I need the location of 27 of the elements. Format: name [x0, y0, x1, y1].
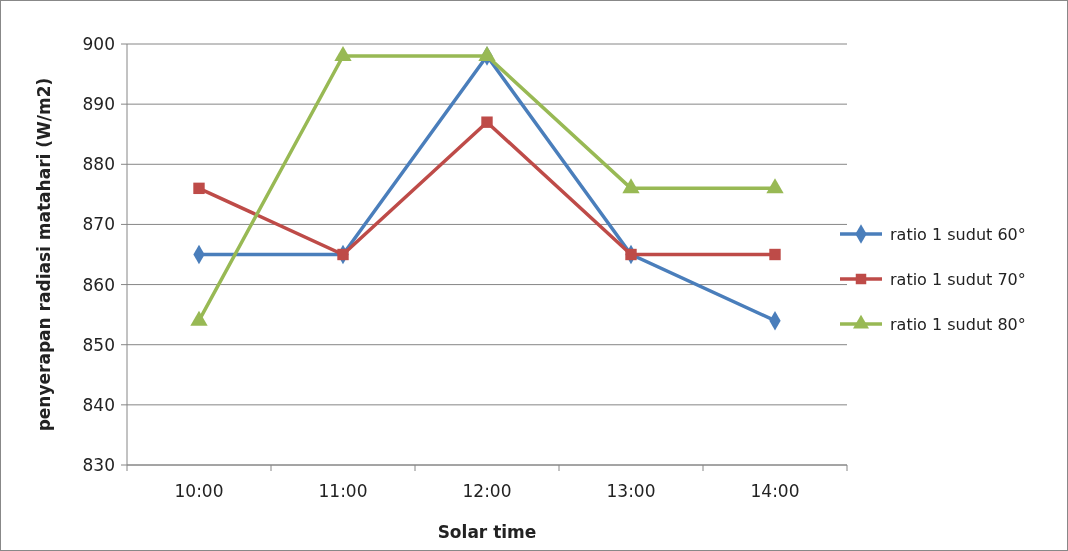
x-axis-title: Solar time	[437, 522, 537, 542]
point	[625, 248, 637, 261]
point	[193, 182, 205, 195]
point	[769, 248, 781, 261]
point	[337, 248, 349, 261]
y-tick-label: 870	[82, 214, 115, 235]
y-tick-label: 850	[82, 334, 115, 355]
x-tick-label: 12:00	[462, 481, 512, 501]
point	[481, 116, 493, 128]
point	[622, 178, 640, 194]
x-tick-label: 14:00	[750, 481, 800, 501]
y-tick-label: 890	[82, 94, 115, 115]
y-tick-label: 860	[82, 274, 115, 295]
x-tick-label: 11:00	[318, 481, 368, 501]
legend-label: ratio 1 sudut 80°	[890, 314, 1026, 334]
y-tick-label: 880	[82, 154, 115, 175]
x-tick-label: 10:00	[174, 481, 224, 501]
legend-label: ratio 1 sudut 70°	[890, 269, 1026, 289]
legend-label: ratio 1 sudut 60°	[890, 224, 1026, 244]
y-tick-label: 830	[82, 454, 115, 475]
point	[334, 46, 352, 62]
point	[766, 178, 784, 194]
y-tick-label: 900	[82, 33, 115, 54]
point	[478, 46, 496, 62]
y-tick-label: 840	[82, 394, 115, 415]
y-axis-title: penyerapan radiasi matahari (W/m2)	[34, 77, 54, 432]
x-tick-label: 13:00	[606, 481, 656, 501]
